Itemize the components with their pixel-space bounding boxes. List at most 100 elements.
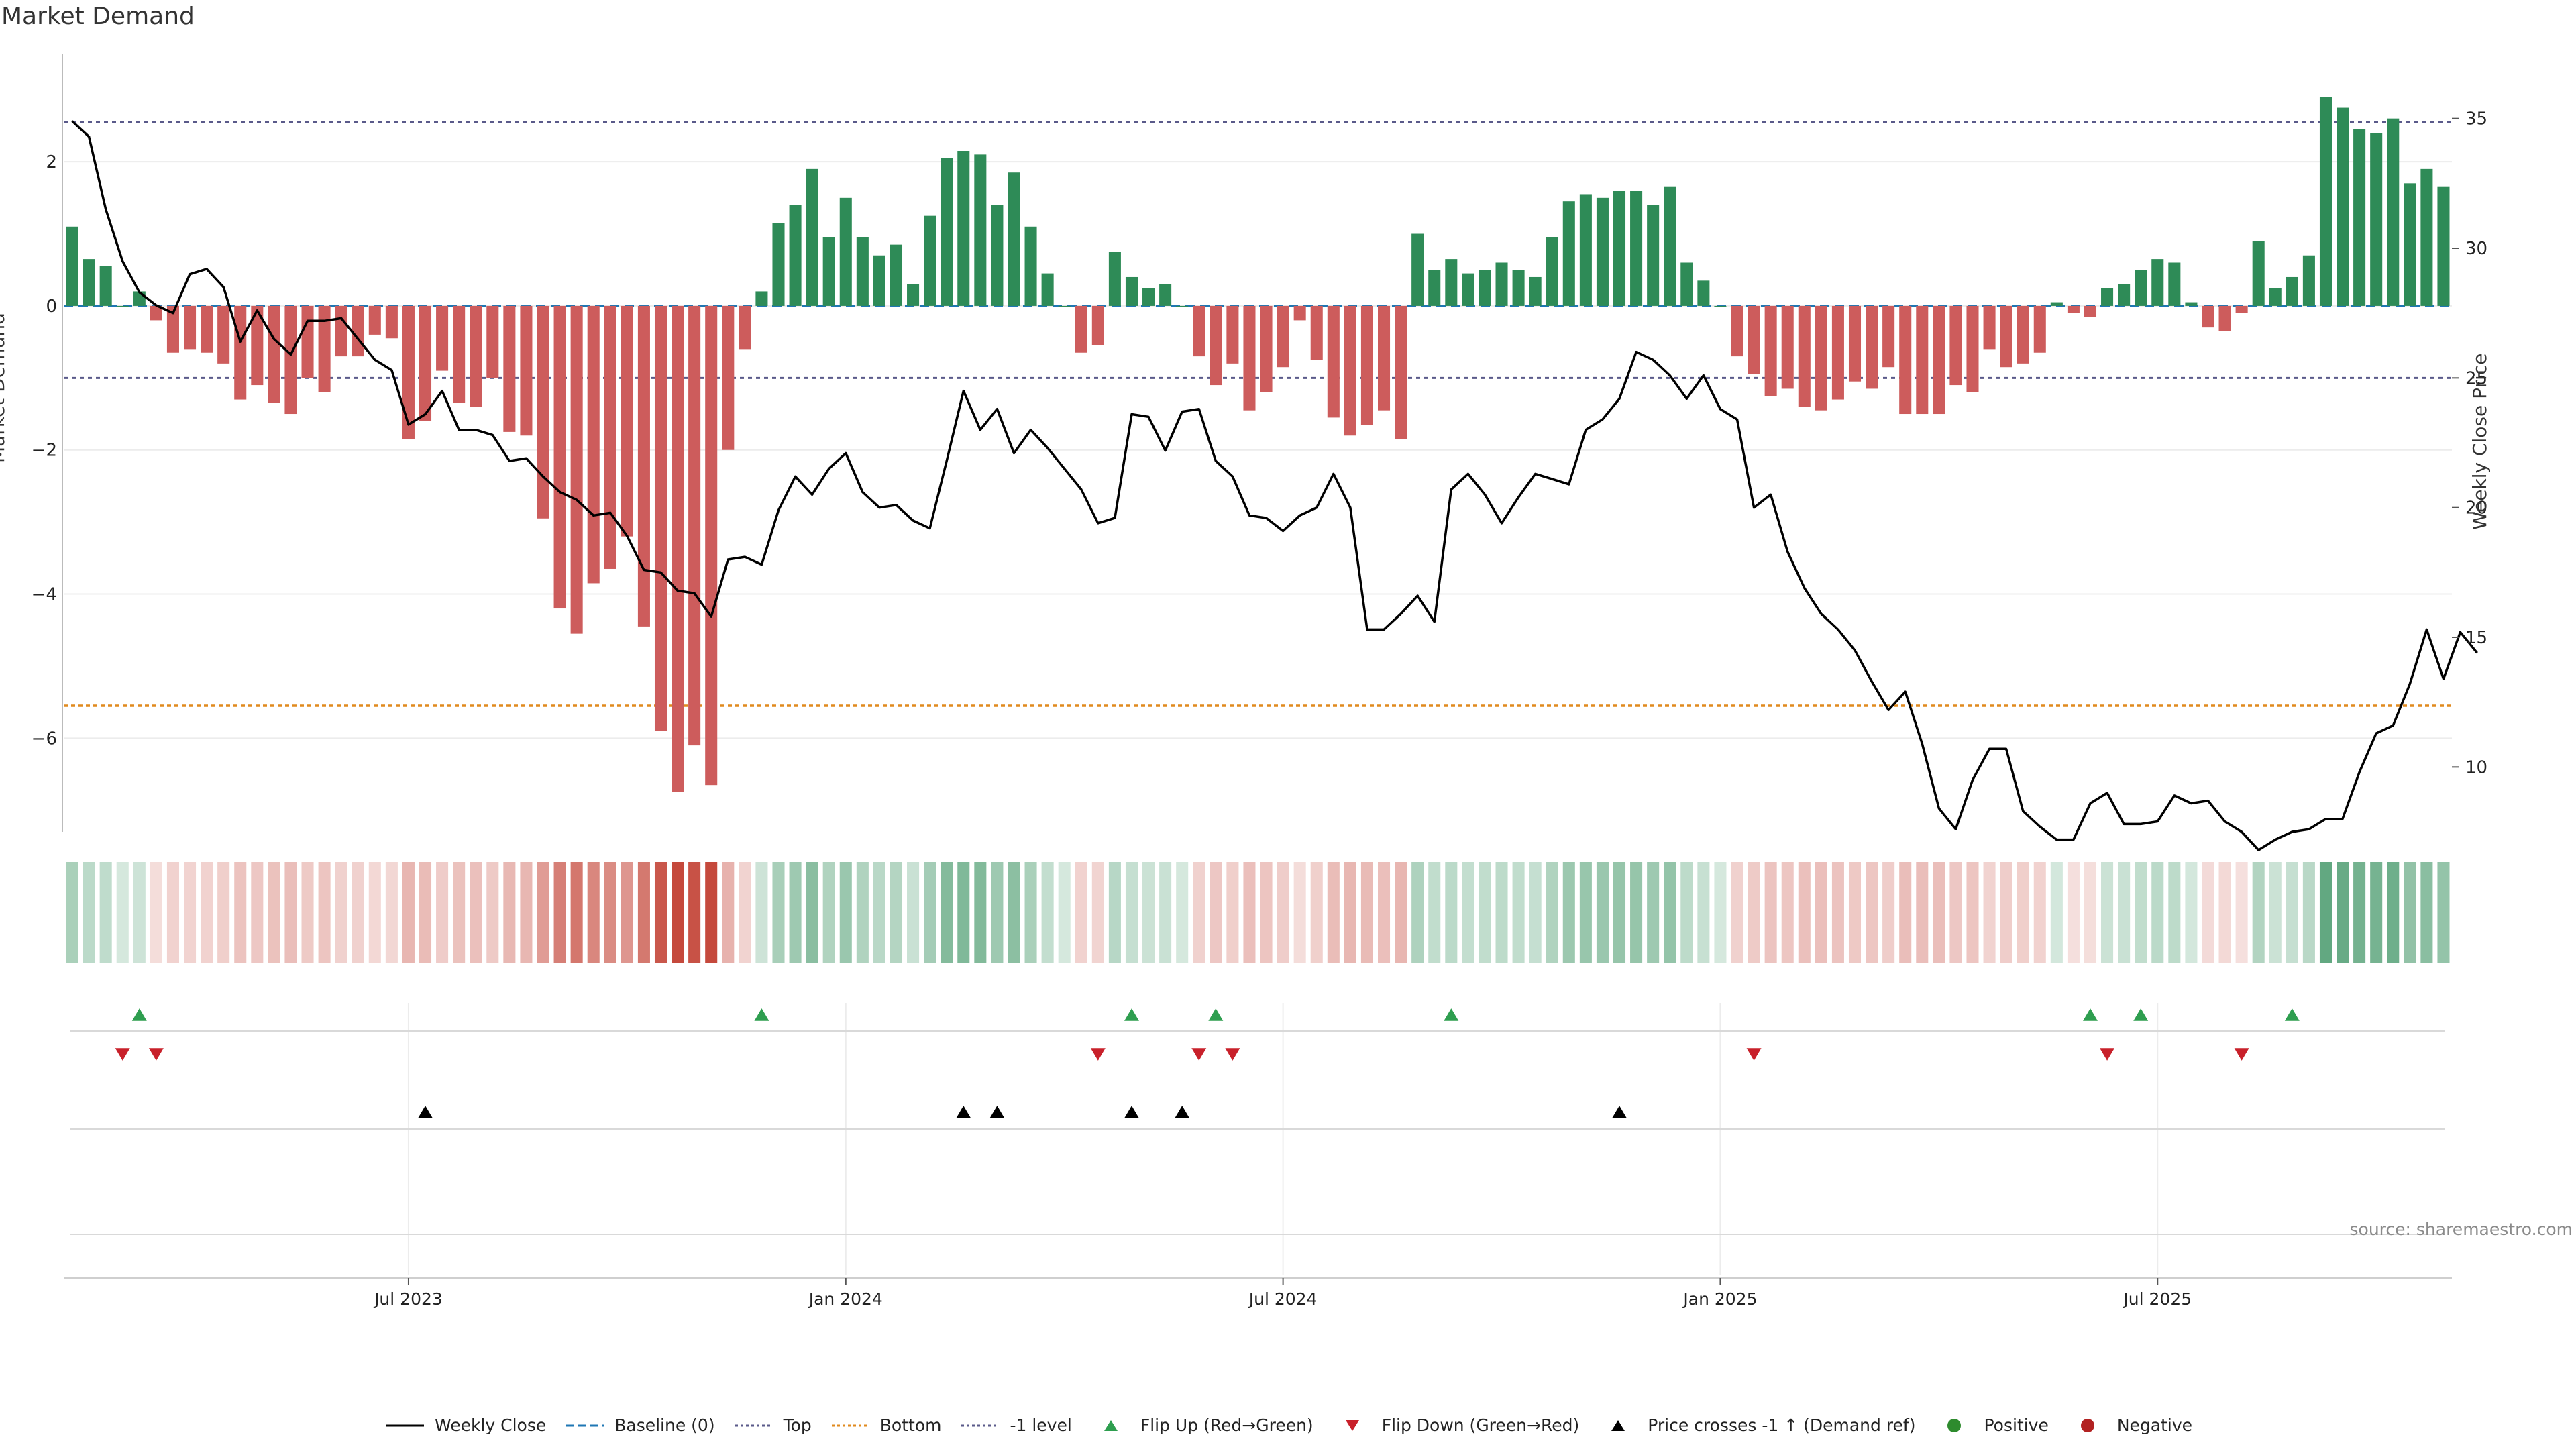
demand-bar bbox=[402, 305, 415, 439]
strip-cell bbox=[957, 862, 970, 963]
demand-bar bbox=[1983, 305, 1996, 350]
strip-cell bbox=[201, 862, 213, 963]
strip-cell bbox=[1647, 862, 1660, 963]
demand-bar bbox=[1075, 305, 1087, 353]
strip-cell bbox=[1024, 862, 1037, 963]
y2-tick-label: 25 bbox=[2465, 368, 2487, 388]
strip-cell bbox=[941, 862, 953, 963]
strip-cell bbox=[335, 862, 347, 963]
y2-tick-label: 10 bbox=[2465, 757, 2487, 777]
strip-cell bbox=[268, 862, 280, 963]
demand-bar bbox=[553, 305, 566, 609]
strip-cell bbox=[251, 862, 264, 963]
demand-bar bbox=[2017, 305, 2029, 364]
strip-cell bbox=[66, 862, 78, 963]
legend-label: Top bbox=[783, 1415, 812, 1435]
strip-cell bbox=[1142, 862, 1155, 963]
demand-bar bbox=[1260, 305, 1273, 392]
demand-bar bbox=[217, 305, 230, 364]
flip-up-marker bbox=[2133, 1008, 2149, 1021]
y2-axis-label: Weekly Close Price bbox=[2469, 353, 2491, 530]
demand-bar bbox=[1647, 205, 1660, 306]
flip-down-marker bbox=[2100, 1048, 2115, 1061]
strip-cell bbox=[739, 862, 751, 963]
demand-bar bbox=[385, 305, 398, 339]
x-tick-label: Jul 2023 bbox=[373, 1289, 443, 1309]
strip-cell bbox=[991, 862, 1004, 963]
strip-cell bbox=[2370, 862, 2383, 963]
flip-up-marker bbox=[754, 1008, 769, 1021]
demand-bar bbox=[2370, 133, 2383, 306]
strip-cell bbox=[1882, 862, 1895, 963]
legend-swatch-icon bbox=[1611, 1419, 1625, 1431]
legend-swatch-icon bbox=[566, 1424, 604, 1426]
strip-cell bbox=[1041, 862, 1054, 963]
legend-label: Flip Down (Green→Red) bbox=[1381, 1415, 1580, 1435]
strip-cell bbox=[1916, 862, 1929, 963]
demand-bar bbox=[1731, 305, 1743, 357]
legend-item: Top bbox=[733, 1415, 812, 1435]
legend-label: Bottom bbox=[879, 1415, 942, 1435]
strip-cell bbox=[1058, 862, 1071, 963]
demand-bar bbox=[2337, 107, 2349, 306]
demand-bar bbox=[637, 305, 650, 627]
demand-bar bbox=[66, 226, 78, 306]
demand-bar bbox=[284, 305, 297, 415]
flip-up-marker bbox=[1444, 1008, 1459, 1021]
demand-bar bbox=[368, 305, 381, 335]
legend-swatch-icon bbox=[961, 1424, 1000, 1426]
strip-cell bbox=[2033, 862, 2046, 963]
demand-bar bbox=[2387, 118, 2400, 306]
strip-cell bbox=[2084, 862, 2097, 963]
demand-bar bbox=[2269, 288, 2282, 306]
strip-cell bbox=[1562, 862, 1575, 963]
strip-cell bbox=[924, 862, 936, 963]
demand-bar bbox=[2033, 305, 2046, 353]
strip-cell bbox=[856, 862, 869, 963]
demand-bar bbox=[907, 284, 920, 306]
strip-cell bbox=[1831, 862, 1844, 963]
demand-bar bbox=[520, 305, 533, 436]
demand-bar bbox=[1714, 305, 1727, 307]
flip-down-marker bbox=[115, 1048, 130, 1061]
legend-item: Flip Up (Red→Green) bbox=[1089, 1415, 1313, 1435]
strip-cell bbox=[822, 862, 835, 963]
demand-bar bbox=[688, 305, 701, 746]
strip-cell bbox=[1395, 862, 1407, 963]
demand-bar bbox=[2202, 305, 2214, 328]
demand-bar bbox=[1462, 273, 1474, 306]
demand-bar bbox=[991, 205, 1004, 306]
strip-cell bbox=[2286, 862, 2298, 963]
strip-cell bbox=[166, 862, 179, 963]
demand-bar bbox=[2218, 305, 2231, 331]
event-markers bbox=[115, 1008, 2300, 1118]
legend-label: Price crosses -1 ↑ (Demand ref) bbox=[1648, 1415, 1916, 1435]
strip-cell bbox=[2185, 862, 2198, 963]
x-tick-label: Jan 2025 bbox=[1682, 1289, 1757, 1309]
strip-cell bbox=[436, 862, 449, 963]
demand-bar bbox=[1411, 233, 1424, 306]
strip-cell bbox=[2067, 862, 2080, 963]
strip-cell bbox=[1075, 862, 1087, 963]
demand-bar bbox=[503, 305, 516, 432]
strip-cell bbox=[133, 862, 146, 963]
strip-cell bbox=[1226, 862, 1239, 963]
y-tick-label: −6 bbox=[32, 729, 57, 749]
strip-cell bbox=[520, 862, 533, 963]
demand-bar bbox=[2000, 305, 2012, 368]
strip-cell bbox=[2050, 862, 2063, 963]
demand-bar bbox=[1024, 226, 1037, 306]
demand-bar bbox=[1193, 305, 1205, 357]
strip-cell bbox=[890, 862, 903, 963]
demand-bar bbox=[1210, 305, 1222, 386]
flip-down-marker bbox=[148, 1048, 164, 1061]
strip-cell bbox=[789, 862, 802, 963]
strip-cell bbox=[2420, 862, 2433, 963]
demand-bar bbox=[470, 305, 482, 407]
chart-title: Market Demand bbox=[1, 3, 195, 30]
demand-bar bbox=[1176, 305, 1189, 307]
legend-label: Baseline (0) bbox=[614, 1415, 715, 1435]
cross-up-marker bbox=[418, 1106, 433, 1118]
demand-bar bbox=[1764, 305, 1777, 396]
